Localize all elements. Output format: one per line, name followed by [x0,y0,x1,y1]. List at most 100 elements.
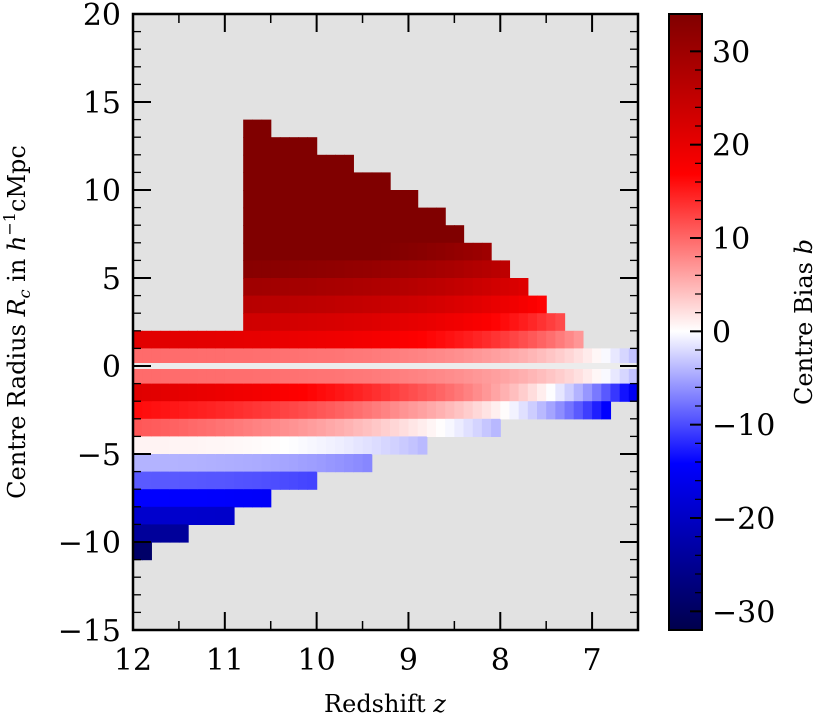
heatmap-cell [380,348,391,367]
heatmap-cell [316,207,327,226]
y-tick-label: −10 [58,526,121,561]
heatmap-cell [261,471,272,490]
heatmap-cell [289,295,299,314]
heatmap-cell [344,383,354,402]
heatmap-cell [316,366,327,385]
heatmap-cell [224,330,235,349]
colorbar-title: Centre Bias b [790,239,818,405]
heatmap-cell [243,436,253,455]
heatmap-cell [564,348,575,367]
heatmap-cell [252,471,263,490]
heatmap-cell [344,418,354,437]
heatmap-cell [546,401,556,420]
heatmap-cell [316,401,327,420]
heatmap-cell [243,260,253,279]
heatmap-cell [362,207,373,226]
heatmap-cell [307,401,318,420]
heatmap-cell [215,454,226,473]
x-tick-label: 8 [491,643,510,678]
heatmap-cell [417,401,428,420]
heatmap-cell [252,137,263,156]
heatmap-cell [546,366,556,385]
heatmap-cell [298,348,309,367]
heatmap-cell [335,154,345,173]
heatmap-cell [298,242,309,261]
heatmap-cell [408,436,419,455]
heatmap-cell [279,225,290,244]
heatmap-cell [270,154,281,173]
heatmap-cell [151,471,162,490]
heatmap-cell [270,454,281,473]
heatmap-cell [454,225,465,244]
heatmap-cell [316,418,327,437]
heatmap-cell [426,260,437,279]
heatmap-cell [325,401,336,420]
heatmap-cell [353,366,364,385]
heatmap-cell [188,471,198,490]
heatmap-cell [436,295,446,314]
heatmap-cell [215,348,226,367]
heatmap-cell [270,295,281,314]
heatmap-cell [197,489,208,508]
heatmap-cell [289,278,299,297]
heatmap-cell [325,154,336,173]
heatmap-cell [243,471,253,490]
heatmap-cell [289,225,299,244]
heatmap-cell [362,454,373,473]
heatmap-cell [335,295,345,314]
heatmap-cell [279,436,290,455]
heatmap-cell [353,436,364,455]
heatmap-cell [481,383,492,402]
heatmap-cell [335,436,345,455]
colorbar-tick-label: −10 [712,409,775,444]
heatmap-cell [472,242,483,261]
heatmap-cell [160,366,171,385]
heatmap-cell [344,207,354,226]
heatmap-cell [279,471,290,490]
heatmap-cell [417,207,428,226]
heatmap-cell [454,330,465,349]
heatmap-cell [243,137,253,156]
heatmap-cell [426,207,437,226]
heatmap-cell [188,383,198,402]
heatmap-cell [371,383,382,402]
heatmap-cell [151,506,162,525]
heatmap-cell [335,225,345,244]
heatmap-cell [454,242,465,261]
heatmap-cell [344,242,354,261]
heatmap-cell [261,436,272,455]
heatmap-cell [353,295,364,314]
heatmap-cell [628,366,639,385]
heatmap-cell [408,295,419,314]
heatmap-cell [289,454,299,473]
heatmap-cell [261,154,272,173]
heatmap-cell [601,348,612,367]
heatmap-cell [564,366,575,385]
heatmap-cell [206,418,217,437]
heatmap-cell [270,190,281,209]
heatmap-cell [188,366,198,385]
heatmap-cell [234,401,244,420]
heatmap-cell [289,313,299,332]
heatmap-cell [270,330,281,349]
heatmap-cell [628,383,639,402]
heatmap-cell [481,295,492,314]
heatmap-cell [344,401,354,420]
heatmap-cell [518,313,529,332]
heatmap-cell [307,436,318,455]
heatmap-cell [390,313,400,332]
heatmap-cell [206,471,217,490]
heatmap-cell [133,383,143,402]
heatmap-cell [270,418,281,437]
heatmap-cell [445,260,455,279]
heatmap-cell [463,313,474,332]
y-axis-title: Centre Radius Rc in h−1cMpc [0,145,34,499]
heatmap-cell [527,330,538,349]
heatmap-cell [243,172,253,191]
heatmap-cell [206,489,217,508]
heatmap-cell [371,207,382,226]
heatmap-cell [325,313,336,332]
heatmap-cell [380,260,391,279]
colorbar-tick-label: −30 [712,595,775,630]
heatmap-cell [197,383,208,402]
